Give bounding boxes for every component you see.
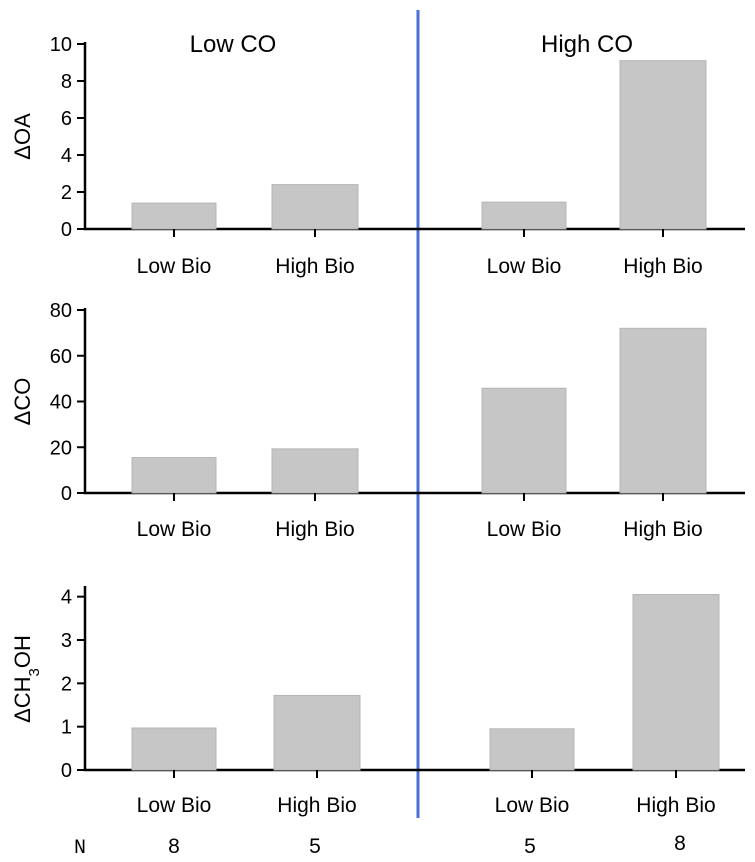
category-label: High Bio — [275, 518, 354, 541]
bar-low-bio-high-co — [481, 387, 567, 494]
y-tick-label: 2 — [61, 673, 72, 695]
y-tick-label: 0 — [61, 219, 72, 241]
y-tick-label: 3 — [61, 630, 72, 652]
y-tick-label: 60 — [50, 346, 72, 368]
category-label: High Bio — [623, 255, 702, 278]
bar-low-bio-high-co — [489, 728, 575, 771]
bar-low-bio-low-co — [131, 202, 217, 230]
y-tick-label: 20 — [50, 437, 72, 459]
category-label: High Bio — [623, 518, 702, 541]
y-tick-label: 0 — [61, 760, 72, 782]
category-label: Low Bio — [137, 518, 212, 541]
y-tick-label: 0 — [61, 483, 72, 505]
category-label: High Bio — [636, 794, 715, 817]
category-label: Low Bio — [495, 794, 570, 817]
group-label-high-co: High CO — [541, 31, 633, 58]
y-tick-label: 40 — [50, 392, 72, 414]
bar-high-bio-high-co — [619, 327, 707, 494]
y-axis-label: ΔOA — [10, 113, 35, 160]
y-tick-label: 2 — [61, 182, 72, 204]
group-label-low-co: Low CO — [190, 31, 277, 58]
y-tick-label: 80 — [50, 300, 72, 322]
n-count: 5 — [309, 835, 321, 858]
n-count: 8 — [168, 835, 180, 858]
category-label: High Bio — [275, 255, 354, 278]
y-tick-label: 1 — [61, 717, 72, 739]
bar-high-bio-low-co — [271, 448, 359, 494]
category-label: Low Bio — [137, 794, 212, 817]
bar-low-bio-low-co — [131, 457, 217, 494]
n-count: 8 — [674, 832, 686, 855]
bar-high-bio-low-co — [273, 694, 361, 771]
y-axis-label: ΔCO — [10, 378, 35, 426]
n-count: 5 — [524, 835, 536, 858]
category-label: High Bio — [277, 794, 356, 817]
y-axis-label: ΔCH3OH — [10, 635, 43, 723]
category-label: Low Bio — [487, 255, 562, 278]
y-tick-label: 6 — [61, 108, 72, 130]
category-label: Low Bio — [137, 255, 212, 278]
n-row-label: N — [74, 837, 86, 860]
category-label: Low Bio — [487, 518, 562, 541]
y-tick-label: 4 — [61, 145, 72, 167]
y-tick-label: 8 — [61, 71, 72, 93]
bar-high-bio-low-co — [271, 184, 359, 230]
bar-low-bio-low-co — [131, 727, 217, 771]
bar-low-bio-high-co — [481, 201, 567, 230]
bar-high-bio-high-co — [619, 60, 707, 230]
bar-high-bio-high-co — [632, 594, 720, 771]
y-tick-label: 4 — [61, 587, 72, 609]
y-tick-label: 10 — [50, 34, 72, 56]
